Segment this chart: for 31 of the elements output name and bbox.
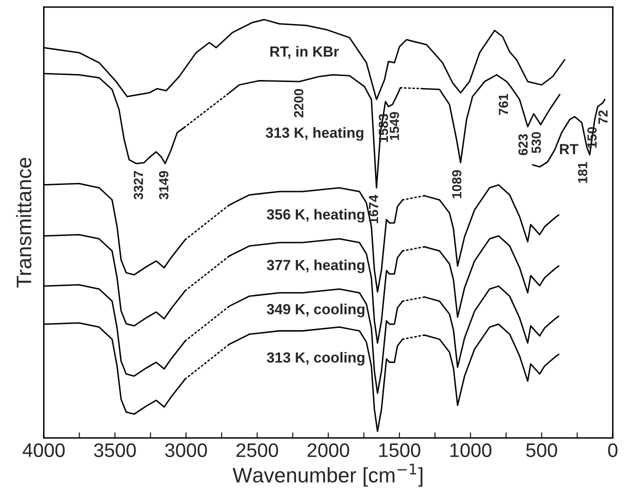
annotation: 150 bbox=[587, 127, 597, 148]
series-label: RT, in KBr bbox=[270, 46, 339, 59]
annotation: 72 bbox=[598, 110, 608, 124]
x-tick-label: 0 bbox=[608, 443, 618, 458]
annotation: 761 bbox=[498, 94, 508, 115]
series-label: 356 K, heating bbox=[266, 208, 364, 223]
annotation: 623 bbox=[518, 134, 528, 156]
annotation: 1549 bbox=[390, 112, 400, 140]
annotation: 3149 bbox=[159, 170, 168, 200]
annotation: 530 bbox=[532, 132, 541, 154]
x-tick-label: 1000 bbox=[450, 443, 492, 458]
x-tick-label: 500 bbox=[526, 443, 558, 458]
annotation: 1089 bbox=[452, 170, 462, 198]
y-axis-title: Transmittance bbox=[16, 158, 32, 288]
annotation: 2200 bbox=[294, 89, 304, 118]
series-label: RT bbox=[560, 144, 578, 154]
series-label: 313 K, cooling bbox=[266, 352, 364, 366]
annotation: 1583 bbox=[378, 114, 388, 142]
annotation: 1674 bbox=[368, 194, 378, 224]
annotation: 181 bbox=[578, 162, 588, 183]
x-tick-label: 2000 bbox=[308, 443, 350, 458]
series-label: 313 K, heating bbox=[266, 127, 364, 141]
x-tick-label: 3000 bbox=[165, 443, 207, 458]
x-tick-label: 4000 bbox=[22, 443, 65, 458]
x-axis-title: Wavenumber [cm$^{−1}$] bbox=[232, 464, 422, 487]
x-tick-label: 1500 bbox=[379, 443, 420, 458]
annotation: 3327 bbox=[134, 171, 144, 200]
series-label: 377 K, heating bbox=[266, 259, 364, 274]
x-tick-label: 2500 bbox=[236, 443, 278, 458]
x-tick-label: 3500 bbox=[94, 443, 136, 458]
series-label: 349 K, cooling bbox=[266, 304, 364, 318]
